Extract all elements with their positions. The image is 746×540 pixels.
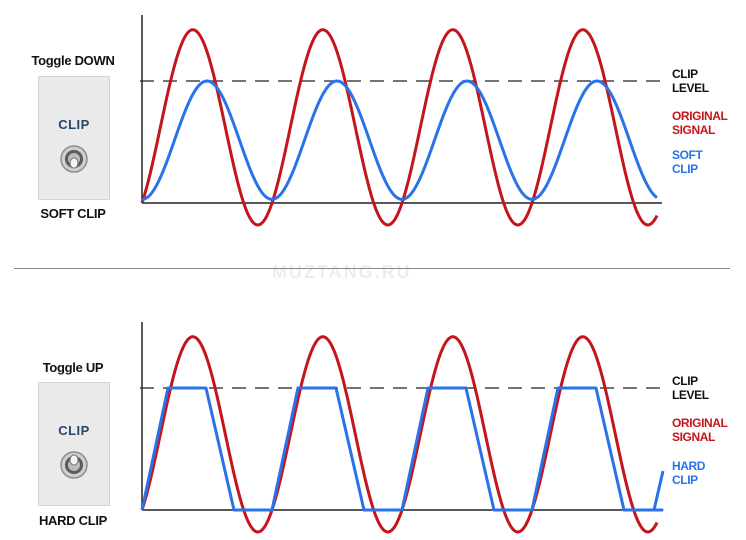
clip-level-label: CLIP LEVEL <box>672 374 709 402</box>
hard-clip-panel: Toggle UP CLIP HARD CLIP CLIP LEVEL ORIG… <box>0 270 746 540</box>
clip-level-label: CLIP LEVEL <box>672 67 709 95</box>
toggle-down-title: Toggle DOWN <box>31 53 115 68</box>
original-label-line1: ORIGINAL <box>672 416 728 430</box>
watermark-text: MUZTANG.RU <box>272 262 412 282</box>
soft-clip-signal-line <box>141 79 658 201</box>
clip-level-label-line2: LEVEL <box>672 388 709 402</box>
original-label-line1: ORIGINAL <box>672 109 728 123</box>
soft-clip-label-line1: SOFT <box>672 148 703 162</box>
original-label-line2: SIGNAL <box>672 430 715 444</box>
soft-clip-mode-label: SOFT CLIP <box>40 206 106 221</box>
clip-switch-plate-up: CLIP <box>38 382 110 506</box>
hard-clip-legend-label: HARD CLIP <box>672 459 705 487</box>
soft-clip-panel: Toggle DOWN CLIP SOFT CLIP CLIP LEVEL OR… <box>31 15 728 227</box>
clip-switch-plate-down: CLIP <box>38 76 110 200</box>
toggle-switch-icon[interactable] <box>54 445 94 485</box>
hard-clip-signal-line <box>140 386 665 512</box>
clip-level-label-line1: CLIP <box>672 374 698 388</box>
original-signal-line <box>140 28 659 227</box>
hard-clip-chart <box>140 322 665 534</box>
original-signal-line <box>140 335 659 534</box>
plate-label: CLIP <box>58 423 90 438</box>
hard-clip-label-line2: CLIP <box>672 473 698 487</box>
soft-clip-label-line2: CLIP <box>672 162 698 176</box>
hard-clip-mode-label: HARD CLIP <box>38 513 108 528</box>
clip-level-label-line1: CLIP <box>672 67 698 81</box>
original-signal-label: ORIGINAL SIGNAL <box>672 416 728 444</box>
panel-divider <box>14 268 730 269</box>
toggle-up-title: Toggle UP <box>42 360 104 375</box>
original-signal-label: ORIGINAL SIGNAL <box>672 109 728 137</box>
soft-clip-chart <box>140 15 662 227</box>
soft-clip-legend-label: SOFT CLIP <box>672 148 703 176</box>
toggle-switch-icon[interactable] <box>54 139 94 179</box>
clip-level-label-line2: LEVEL <box>672 81 709 95</box>
plate-label: CLIP <box>58 117 90 132</box>
original-label-line2: SIGNAL <box>672 123 715 137</box>
hard-clip-label-line1: HARD <box>672 459 706 473</box>
